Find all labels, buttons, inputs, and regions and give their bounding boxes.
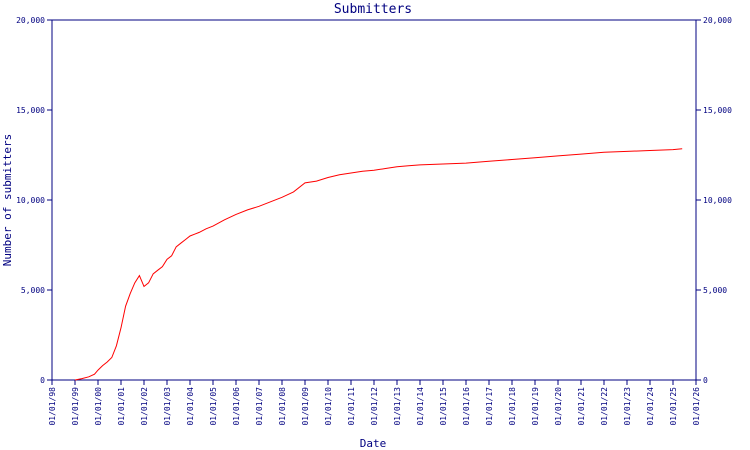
y-tick-label-left: 15,000	[16, 106, 45, 115]
x-tick-label: 01/01/11	[347, 387, 356, 426]
x-tick-label: 01/01/17	[485, 387, 494, 426]
y-tick-label-right: 15,000	[703, 106, 732, 115]
y-tick-label-left: 5,000	[21, 286, 45, 295]
y-tick-label-left: 20,000	[16, 16, 45, 25]
x-tick-label: 01/01/18	[508, 387, 517, 426]
x-tick-label: 01/01/26	[692, 387, 701, 426]
x-tick-label: 01/01/04	[186, 387, 195, 426]
x-tick-label: 01/01/02	[140, 387, 149, 426]
chart-title: Submitters	[334, 2, 412, 17]
x-tick-label: 01/01/07	[255, 387, 264, 426]
x-tick-label: 01/01/15	[439, 387, 448, 426]
x-tick-label: 01/01/03	[163, 387, 172, 426]
x-tick-label: 01/01/22	[600, 387, 609, 426]
y-tick-label-right: 10,000	[703, 196, 732, 205]
x-tick-label: 01/01/98	[48, 387, 57, 426]
plot-frame	[51, 19, 697, 381]
y-axis-left: 0 5,000 10,000 15,000 20,000	[16, 16, 52, 385]
x-tick-label: 01/01/21	[577, 387, 586, 426]
y-axis-title: Number of submitters	[1, 134, 14, 266]
y-axis-right: 0 5,000 10,000 15,000 20,000	[696, 16, 732, 385]
x-tick-label: 01/01/09	[301, 387, 310, 426]
x-tick-label: 01/01/10	[324, 387, 333, 426]
x-tick-label: 01/01/12	[370, 387, 379, 426]
x-tick-label: 01/01/16	[462, 387, 471, 426]
x-tick-label: 01/01/99	[71, 387, 80, 426]
x-tick-label: 01/01/01	[117, 387, 126, 426]
x-tick-label: 01/01/05	[209, 387, 218, 426]
x-tick-label: 01/01/24	[646, 387, 655, 426]
x-tick-label: 01/01/06	[232, 387, 241, 426]
x-tick-label: 01/01/00	[94, 387, 103, 426]
x-axis: 01/01/98 01/01/99 01/01/00 01/01/01 01/01/02…	[48, 380, 701, 426]
x-tick-label: 01/01/13	[393, 387, 402, 426]
y-tick-label-right: 5,000	[703, 286, 727, 295]
y-tick-label-right: 0	[703, 376, 708, 385]
y-tick-label-left: 10,000	[16, 196, 45, 205]
x-tick-label: 01/01/08	[278, 387, 287, 426]
series-layer	[74, 148, 683, 381]
series-line-0	[74, 148, 683, 381]
x-tick-label: 01/01/19	[531, 387, 540, 426]
y-tick-label-right: 20,000	[703, 16, 732, 25]
x-tick-label: 01/01/23	[623, 387, 632, 426]
x-tick-label: 01/01/20	[554, 387, 563, 426]
y-tick-label-left: 0	[40, 376, 45, 385]
x-axis-title: Date	[360, 437, 387, 450]
x-tick-label: 01/01/14	[416, 387, 425, 426]
x-tick-label: 01/01/25	[669, 387, 678, 426]
